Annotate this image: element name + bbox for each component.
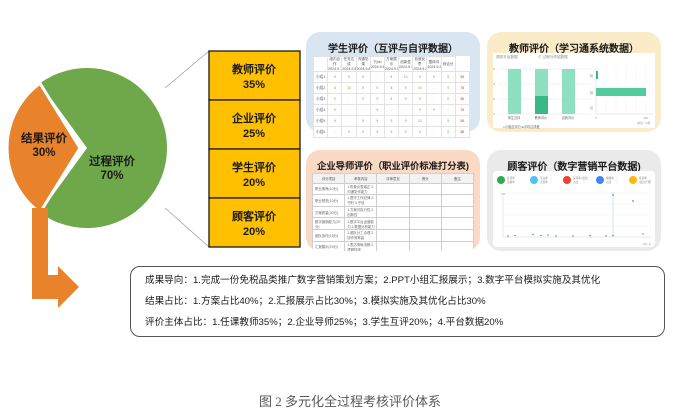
svg-text:单位: 百: 单位: 百 — [642, 242, 651, 246]
svg-text:辅导员: 辅导员 — [590, 105, 593, 110]
svg-text:25: 25 — [493, 97, 495, 101]
svg-text:占比: 占比 — [606, 180, 612, 184]
svg-text:单位: 人数: 单位: 人数 — [637, 121, 650, 125]
svg-text:35%: 35% — [243, 79, 265, 91]
svg-text:(反比计算): (反比计算) — [639, 180, 651, 184]
svg-text:任课教师: 任课教师 — [590, 73, 593, 78]
svg-text:自我评价: 自我评价 — [562, 115, 576, 120]
svg-text:300: 300 — [644, 116, 649, 120]
svg-text:教师评价: 教师评价 — [231, 62, 277, 76]
svg-text:企业评价: 企业评价 — [231, 111, 277, 125]
svg-text:25%: 25% — [243, 128, 265, 140]
svg-text:学生评价: 学生评价 — [232, 160, 277, 174]
svg-text:点赞率: 点赞率 — [540, 180, 548, 184]
svg-text:占比: 占比 — [573, 180, 579, 184]
svg-text:150: 150 — [501, 192, 506, 196]
svg-text:100: 100 — [493, 67, 495, 71]
svg-text:投诉率: 投诉率 — [639, 176, 647, 180]
svg-text:师生互评: 师生互评 — [508, 115, 522, 120]
svg-text:177: 177 — [611, 193, 615, 195]
svg-text:企业导师: 企业导师 — [590, 90, 593, 95]
svg-text:及格率: 及格率 — [507, 180, 515, 184]
svg-text:差评率 (反比): 差评率 (反比) — [573, 176, 589, 180]
svg-text:20%: 20% — [243, 226, 265, 238]
svg-text:好评率: 好评率 — [507, 176, 515, 180]
svg-text:互动率: 互动率 — [540, 176, 548, 180]
svg-text:0: 0 — [493, 112, 495, 116]
svg-text:顾客评价: 顾客评价 — [232, 209, 277, 223]
svg-text:75: 75 — [493, 82, 495, 86]
svg-text:20%: 20% — [243, 177, 265, 189]
svg-text:0: 0 — [595, 116, 597, 120]
svg-text:教师评价: 教师评价 — [535, 115, 549, 120]
svg-text:收藏率: 收藏率 — [606, 176, 614, 180]
